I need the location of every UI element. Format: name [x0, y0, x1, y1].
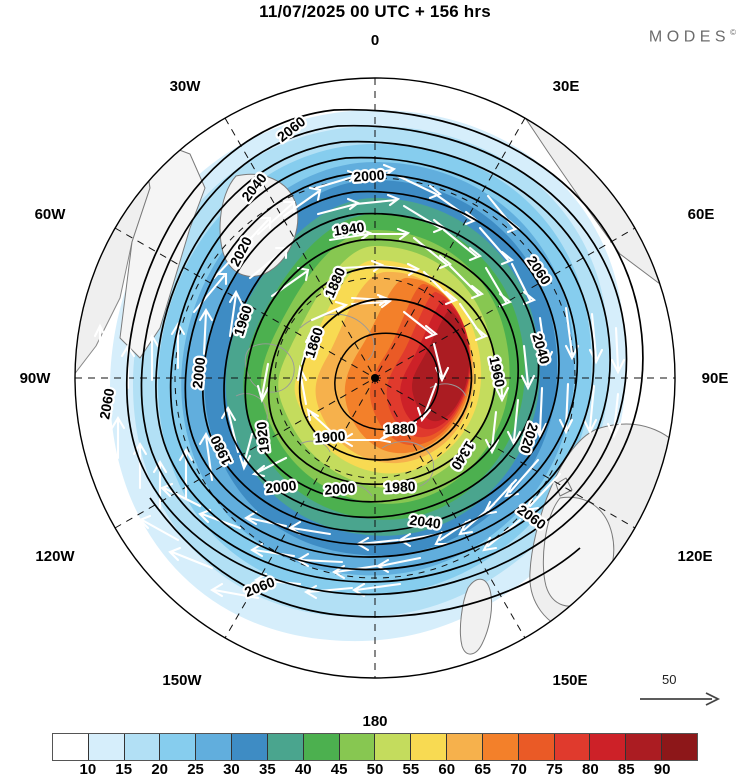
svg-text:2000: 2000 [324, 480, 356, 498]
svg-text:1980: 1980 [384, 478, 416, 495]
svg-text:1960: 1960 [486, 355, 508, 389]
colorbar-cell-0 [53, 734, 89, 760]
colorbar-tick-65: 65 [474, 761, 491, 778]
colorbar-tick-60: 60 [438, 761, 456, 778]
svg-text:2060: 2060 [96, 387, 117, 421]
colorbar-cell-4 [196, 734, 233, 760]
svg-text:2000: 2000 [265, 477, 298, 496]
colorbar-cell-2 [124, 734, 161, 760]
colorbar-tick-30: 30 [223, 761, 240, 778]
longitude-label-120e: 120E [677, 548, 713, 565]
colorbar-cell-1 [88, 734, 125, 760]
colorbar-cell-9 [375, 734, 412, 760]
colorbar-tick-25: 25 [187, 761, 204, 778]
map-canvas: 2060206020002000204020401940194020202020… [74, 77, 676, 679]
polar-map: 2060 2060 2000 2000 2040 2040 1940 1940 2020 2020… [0, 28, 750, 730]
colorbar-cell-13 [518, 734, 555, 760]
colorbar-cell-12 [482, 734, 519, 760]
colorbar-cell-10 [411, 734, 448, 760]
longitude-label-150w: 150W [162, 672, 202, 689]
svg-text:2040: 2040 [409, 512, 442, 532]
colorbar-cell-8 [339, 734, 376, 760]
svg-text:1900: 1900 [314, 428, 346, 446]
longitude-label-150e: 150E [552, 672, 588, 689]
longitude-label-60w: 60W [34, 206, 66, 223]
svg-text:2000: 2000 [324, 480, 356, 498]
svg-text:1900: 1900 [314, 428, 346, 446]
colorbar-tick-45: 45 [330, 761, 348, 778]
svg-text:1880: 1880 [384, 420, 416, 437]
colorbar-tick-40: 40 [294, 761, 312, 778]
wind-reference-vector: 50 [638, 672, 734, 714]
wind-reference-arrow [640, 692, 721, 706]
colorbar [52, 733, 698, 761]
wind-reference-label: 50 [662, 672, 677, 687]
svg-text:1940: 1940 [332, 219, 365, 239]
svg-text:2000: 2000 [265, 477, 298, 496]
page-title: 11/07/2025 00 UTC + 156 hrs [259, 2, 491, 21]
longitude-label-180: 180 [362, 713, 388, 730]
longitude-label-30w: 30W [169, 78, 201, 95]
height-contours [125, 108, 644, 618]
colorbar-tick-75: 75 [546, 761, 563, 778]
longitude-label-90w: 90W [19, 370, 51, 387]
colorbar-tick-90: 90 [653, 761, 671, 778]
colorbar-cell-14 [554, 734, 591, 760]
colorbar-tick-80: 80 [581, 761, 599, 778]
longitude-label-120w: 120W [35, 548, 75, 565]
map-boundary [74, 77, 676, 679]
colorbar-tick-35: 35 [258, 761, 276, 778]
svg-text:1920: 1920 [253, 421, 272, 454]
modes-logo: MODES© [649, 28, 736, 46]
longitude-label-60e: 60E [687, 206, 715, 223]
colorbar-tick-50: 50 [366, 761, 384, 778]
colorbar-tick-70: 70 [510, 761, 527, 778]
svg-text:1880: 1880 [384, 420, 416, 437]
longitude-label-0: 0 [370, 32, 380, 49]
svg-text:2000: 2000 [353, 167, 385, 185]
colorbar-cell-17 [662, 734, 697, 760]
colorbar-tick-15: 15 [115, 761, 133, 778]
colorbar-cell-16 [626, 734, 663, 760]
colorbar-ticks: 10 15 20 25 30 35 40 45 50 55 60 65 70 75 80 85 90 [52, 761, 698, 781]
inner-coastlines [235, 313, 467, 497]
colorbar-tick-85: 85 [617, 761, 635, 778]
colorbar-cell-7 [303, 734, 340, 760]
svg-text:2000: 2000 [189, 356, 208, 389]
longitude-label-30e: 30E [552, 78, 580, 95]
colorbar-tick-20: 20 [151, 761, 168, 778]
colorbar-cell-6 [267, 734, 304, 760]
colorbar-cell-11 [447, 734, 483, 760]
copyright-mark: © [730, 28, 736, 37]
colorbar-cell-5 [232, 734, 268, 760]
map-contents: 2060206020002000204020401940194020202020… [75, 78, 675, 678]
colorbar-cell-15 [590, 734, 627, 760]
longitude-label-90e: 90E [701, 370, 729, 387]
svg-text:2000: 2000 [189, 356, 208, 389]
brand-text: MODES [648, 28, 731, 46]
svg-text:2000: 2000 [353, 167, 385, 185]
svg-text:1920: 1920 [253, 421, 272, 454]
colorbar-tick-55: 55 [402, 761, 420, 778]
pole-marker [371, 374, 379, 382]
colorbar-cell-3 [160, 734, 197, 760]
colorbar-tick-10: 10 [79, 761, 97, 778]
svg-text:1980: 1980 [384, 478, 416, 495]
